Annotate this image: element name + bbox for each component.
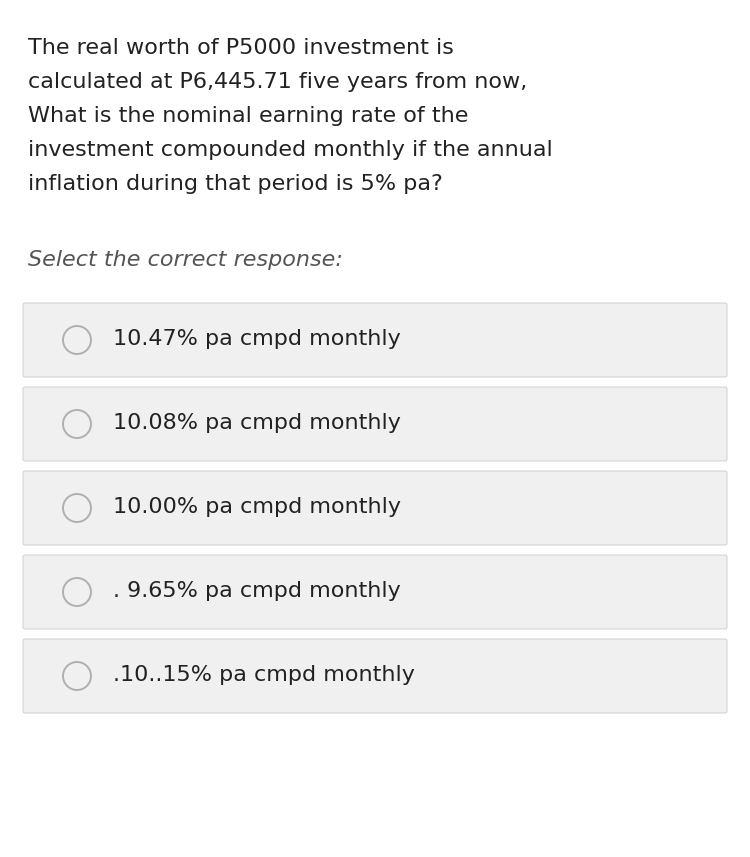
FancyBboxPatch shape [23, 639, 727, 713]
Text: .10..15% pa cmpd monthly: .10..15% pa cmpd monthly [113, 665, 415, 685]
Text: What is the nominal earning rate of the: What is the nominal earning rate of the [28, 106, 468, 126]
FancyBboxPatch shape [23, 303, 727, 377]
FancyBboxPatch shape [23, 387, 727, 461]
Text: . 9.65% pa cmpd monthly: . 9.65% pa cmpd monthly [113, 581, 400, 601]
Circle shape [63, 662, 91, 690]
Text: 10.47% pa cmpd monthly: 10.47% pa cmpd monthly [113, 329, 400, 349]
Circle shape [63, 494, 91, 522]
Circle shape [63, 410, 91, 438]
Text: inflation during that period is 5% pa?: inflation during that period is 5% pa? [28, 174, 442, 194]
Text: The real worth of P5000 investment is: The real worth of P5000 investment is [28, 38, 454, 58]
Text: investment compounded monthly if the annual: investment compounded monthly if the ann… [28, 140, 553, 160]
FancyBboxPatch shape [23, 471, 727, 545]
Text: 10.08% pa cmpd monthly: 10.08% pa cmpd monthly [113, 413, 400, 433]
Circle shape [63, 326, 91, 354]
Text: 10.00% pa cmpd monthly: 10.00% pa cmpd monthly [113, 497, 401, 517]
Text: Select the correct response:: Select the correct response: [28, 250, 343, 270]
Text: calculated at P6,445.71 five years from now,: calculated at P6,445.71 five years from … [28, 72, 527, 92]
FancyBboxPatch shape [23, 555, 727, 629]
Circle shape [63, 578, 91, 606]
